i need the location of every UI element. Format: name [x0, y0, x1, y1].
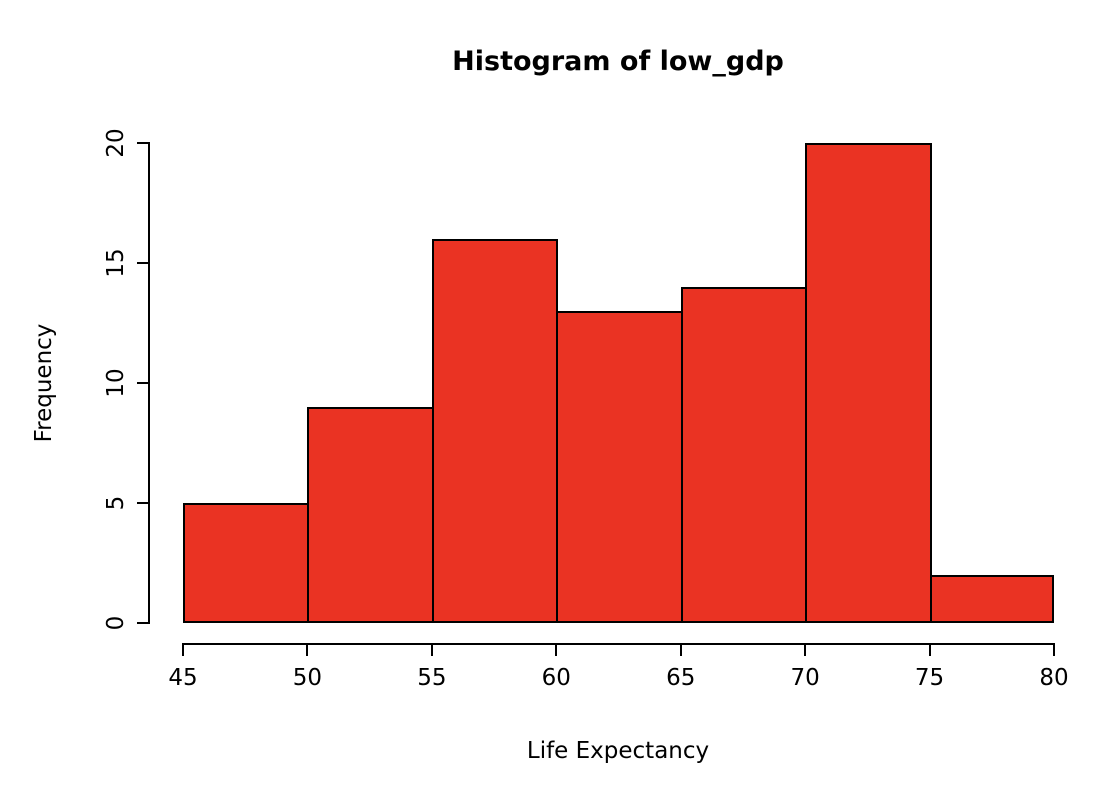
x-tick-mark	[804, 645, 807, 656]
x-tick-label: 75	[914, 665, 945, 691]
x-tick-label: 80	[1039, 665, 1069, 691]
y-tick-mark	[137, 142, 148, 144]
y-tick-label: 10	[103, 368, 129, 398]
y-axis-spine	[148, 142, 150, 624]
x-tick-mark	[306, 645, 309, 656]
x-tick-label: 50	[292, 665, 323, 691]
chart-title: Histogram of low_gdp	[452, 46, 784, 77]
x-tick-label: 65	[666, 665, 696, 691]
x-tick-mark	[1053, 645, 1055, 656]
histogram-bar	[929, 575, 1054, 623]
y-tick-mark	[137, 382, 148, 384]
x-tick-label: 70	[790, 665, 820, 691]
histogram-bar	[307, 407, 434, 623]
y-tick-label: 0	[103, 615, 129, 631]
x-tick-mark	[430, 645, 433, 656]
y-axis-label: Frequency	[31, 323, 57, 443]
x-tick-mark	[679, 645, 682, 656]
y-tick-mark	[137, 262, 148, 264]
x-tick-label: 60	[541, 665, 571, 691]
histogram-bar	[680, 287, 808, 623]
histogram-bar	[805, 143, 932, 623]
y-tick-mark	[137, 622, 148, 624]
x-tick-label: 55	[417, 665, 447, 691]
x-axis-spine	[182, 643, 1055, 645]
y-tick-mark	[137, 502, 148, 504]
y-tick-label: 5	[103, 495, 129, 511]
y-tick-label: 20	[103, 128, 129, 158]
y-tick-label: 15	[103, 248, 129, 278]
histogram-bar	[556, 311, 683, 623]
x-tick-mark	[182, 645, 184, 656]
histogram-bar	[431, 239, 559, 623]
x-tick-mark	[555, 645, 558, 656]
x-tick-mark	[928, 645, 931, 656]
x-axis-label: Life Expectancy	[526, 738, 710, 764]
histogram-bar	[183, 503, 310, 623]
x-tick-label: 45	[168, 665, 198, 691]
